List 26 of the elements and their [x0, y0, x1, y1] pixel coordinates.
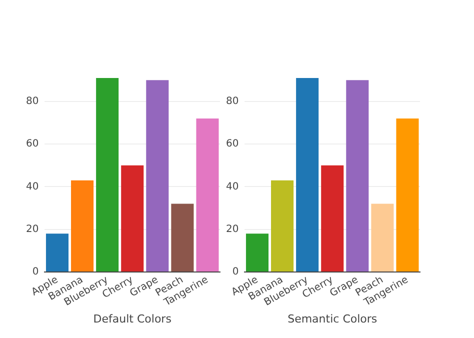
- bar: [396, 118, 419, 272]
- x-axis-title: Semantic Colors: [288, 312, 378, 326]
- y-tick-label: 20: [26, 224, 39, 235]
- bar: [196, 118, 219, 272]
- y-tick-label: 0: [232, 266, 239, 278]
- bar: [46, 234, 69, 272]
- bar: [296, 78, 319, 272]
- y-tick-label: 0: [32, 266, 39, 278]
- bar: [346, 80, 369, 272]
- y-tick-label: 80: [226, 96, 239, 108]
- y-tick-label: 80: [26, 96, 39, 108]
- bar: [121, 165, 144, 272]
- bar: [371, 204, 394, 272]
- bar: [96, 78, 119, 272]
- y-tick-label: 40: [226, 181, 239, 192]
- y-tick-label: 20: [226, 224, 239, 235]
- bar: [321, 165, 344, 272]
- bar: [246, 234, 269, 272]
- bar: [271, 180, 294, 272]
- bar: [171, 204, 194, 272]
- bar: [146, 80, 169, 272]
- y-tick-label: 60: [226, 138, 239, 150]
- y-tick-label: 60: [26, 138, 39, 150]
- x-axis-title: Default Colors: [93, 312, 172, 326]
- bar: [71, 180, 94, 272]
- y-tick-label: 40: [26, 181, 39, 192]
